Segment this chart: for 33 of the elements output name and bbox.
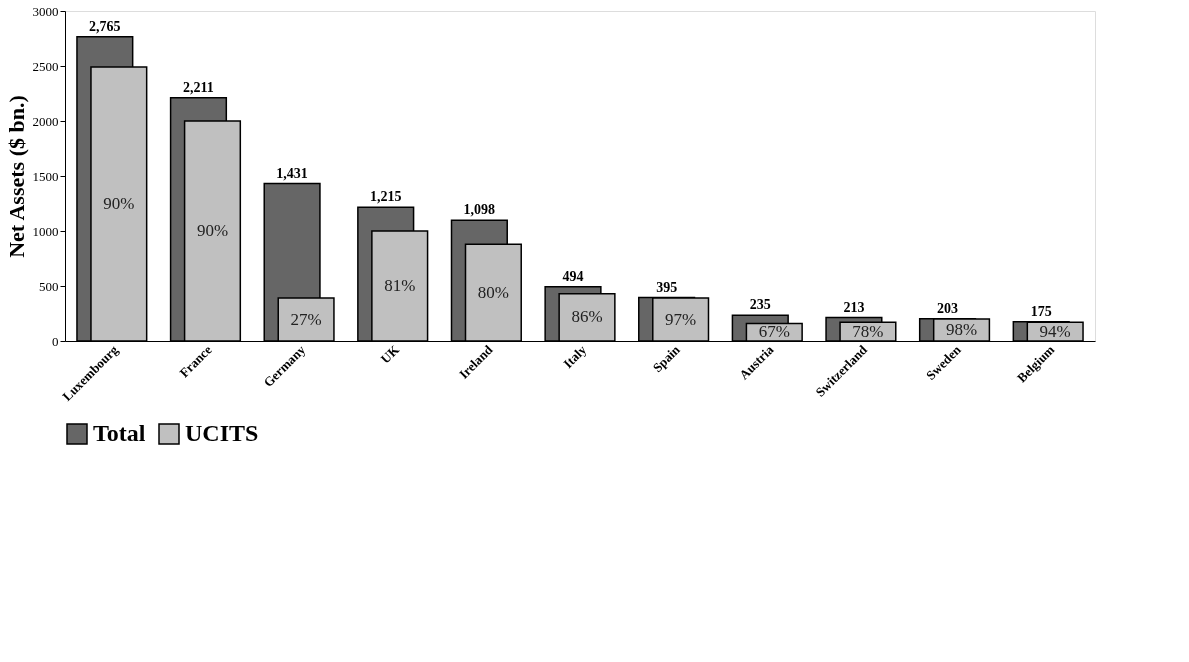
data-label: 395 — [656, 279, 678, 295]
y-tick-label: 500 — [39, 278, 59, 294]
annotation: 80% — [477, 282, 509, 302]
legend-label: UCITS — [185, 420, 259, 446]
x-tick-label: UK — [377, 341, 403, 367]
y-tick-label: 1500 — [32, 168, 59, 184]
data-label: 494 — [562, 268, 584, 284]
data-label: 2,765 — [89, 18, 121, 34]
data-label: 1,098 — [463, 202, 496, 218]
data-label: 203 — [937, 300, 959, 316]
annotation: 94% — [1039, 321, 1071, 341]
data-label: 175 — [1030, 303, 1052, 319]
annotation: 81% — [384, 276, 416, 295]
annotation: 78% — [852, 321, 884, 341]
annotation: 67% — [758, 322, 790, 342]
annotation: 97% — [665, 309, 697, 329]
data-label: 1,215 — [369, 189, 402, 205]
legend-label: Total — [93, 420, 146, 446]
y-tick-label: 2500 — [32, 58, 59, 74]
annotation: 27% — [290, 309, 322, 329]
annotation: 86% — [571, 307, 603, 327]
annotation: 90% — [196, 221, 229, 240]
data-label: 1,431 — [276, 165, 308, 181]
y-tick-label: 0 — [52, 333, 59, 349]
y-tick-label: 3000 — [32, 3, 59, 19]
y-axis-title: Net Assets ($ bn.) — [3, 95, 29, 258]
y-tick-label: 2000 — [32, 113, 59, 129]
data-label: 235 — [749, 297, 771, 313]
annotation: 98% — [945, 320, 978, 339]
data-label: 2,211 — [183, 79, 214, 95]
y-tick-label: 1000 — [32, 223, 59, 239]
data-label: 213 — [843, 299, 865, 315]
annotation: 90% — [103, 194, 135, 214]
